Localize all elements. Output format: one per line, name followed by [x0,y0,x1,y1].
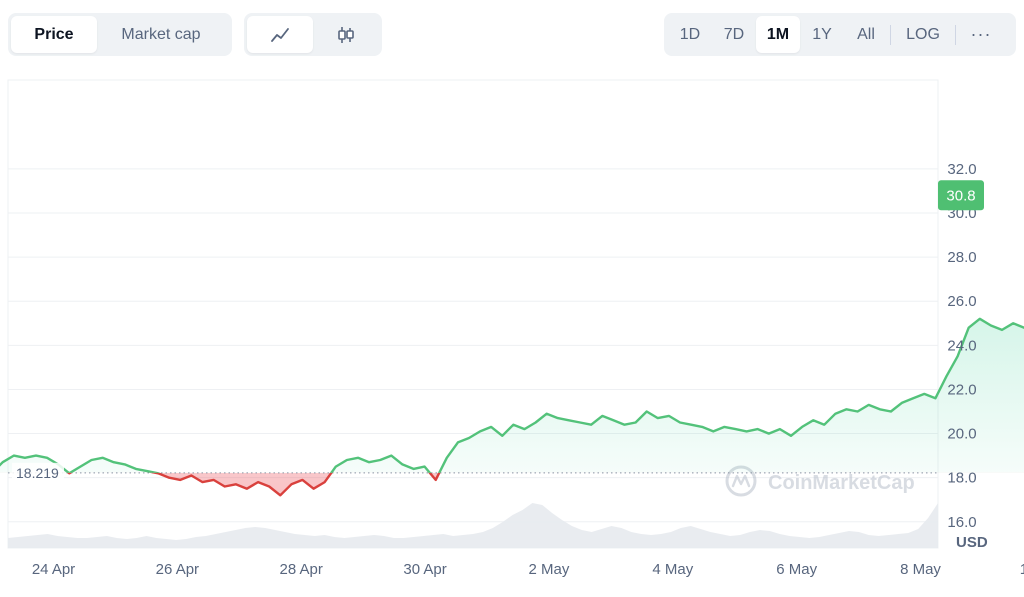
price-line [0,317,1024,497]
range-1y-button[interactable]: 1Y [812,25,832,43]
x-tick-label: 28 Apr [280,561,323,578]
price-line-below-baseline [66,472,441,497]
baseline-label-bg [12,462,64,483]
time-range-tab-group: 1D 7D 1M 1Y All LOG ··· [664,13,1016,56]
range-7d-button[interactable]: 7D [723,25,745,43]
more-options-button[interactable]: ··· [970,24,992,44]
chart-type-tab-group [244,13,382,56]
y-tick-label: 20.0 [947,426,976,443]
y-tick-label: 32.0 [947,161,976,178]
y-tick-label: 24.0 [947,337,976,354]
x-tick-label: 4 May [652,561,693,578]
line-chart-icon [271,27,289,42]
y-tick-label: 28.0 [947,249,976,266]
line-chart-button[interactable] [247,16,313,53]
divider [890,24,891,45]
volume-area [8,503,938,548]
x-tick-label: 10 May [1020,561,1024,578]
log-scale-button[interactable]: LOG [906,25,940,43]
price-chart: CoinMarketCap 18.219 16.0 18.0 20.0 22.0 24.… [0,79,1024,578]
range-all-button[interactable]: All [857,25,875,43]
baseline-label: 18.219 [12,462,64,483]
candlestick-icon [338,26,354,43]
range-1m-button[interactable]: 1M [756,16,800,53]
x-tick-label: 6 May [776,561,817,578]
x-tick-label: 24 Apr [32,561,75,578]
current-price-value: 30.8 [946,187,975,204]
metric-tab-group: Price Market cap [8,13,232,56]
baseline-value: 18.219 [16,465,59,481]
coinmarketcap-logo-mark [731,474,751,488]
y-tick-label: 16.0 [947,514,976,531]
x-tick-label: 8 May [900,561,941,578]
coinmarketcap-watermark: CoinMarketCap [725,465,915,497]
area-fill-above-baseline [0,318,1024,473]
current-price-badge-bg [938,180,984,211]
x-tick-label: 2 May [529,561,570,578]
tab-market-cap[interactable]: Market cap [121,25,201,43]
y-axis: 16.018.020.022.024.026.028.030.032.0 [947,161,976,531]
range-1d-button[interactable]: 1D [679,25,701,43]
x-tick-label: 26 Apr [156,561,199,578]
x-tick-label: 30 Apr [403,561,446,578]
divider [955,24,956,45]
watermark-text: CoinMarketCap [768,472,915,494]
y-tick-label: 22.0 [947,381,976,398]
y-tick-label: 26.0 [947,293,976,310]
current-price-badge: 30.8 [938,180,984,211]
tab-price[interactable]: Price [11,16,97,53]
x-axis: 24 Apr 26 Apr 28 Apr 30 Apr 2 May 4 May 6 May 8… [32,561,1024,578]
currency-unit-label: USD [956,534,988,551]
price-line-above-baseline [0,317,1024,473]
price-area [0,318,1024,496]
volume-shape [8,503,938,548]
y-tick-label: 18.0 [947,470,976,487]
candlestick-button[interactable] [313,16,379,53]
